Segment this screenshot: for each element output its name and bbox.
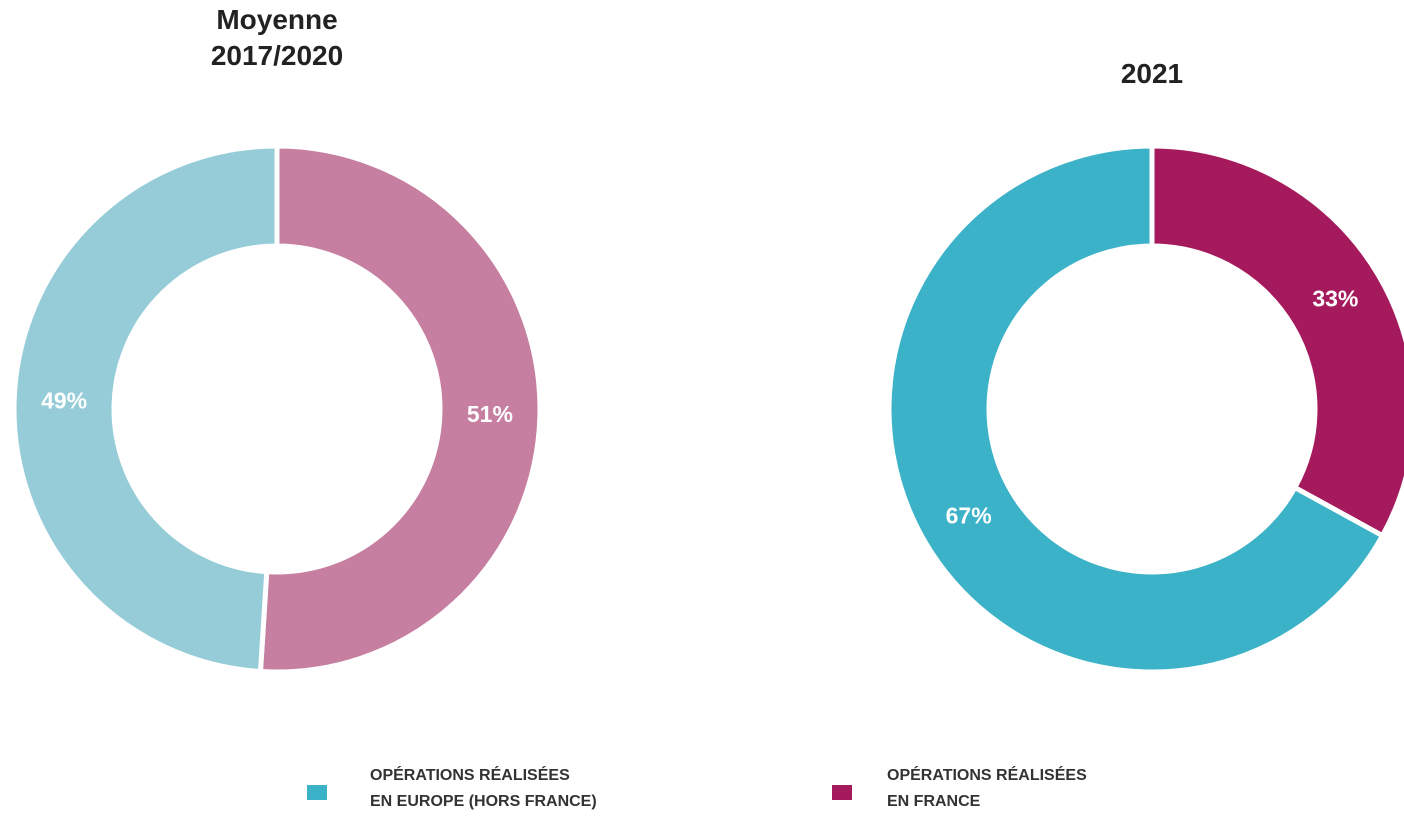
legend-swatch	[832, 785, 852, 800]
donut-slice	[11, 143, 280, 675]
donut-slice	[257, 143, 543, 675]
chart-title: Moyenne 2017/2020	[210, 4, 344, 71]
donut-slice	[886, 143, 1386, 675]
chart-title: 2021	[1120, 58, 1184, 89]
legend-swatch	[307, 785, 327, 800]
donut-slice	[1149, 143, 1404, 540]
data-label: 51%	[467, 401, 513, 427]
data-label: 49%	[41, 387, 87, 413]
legend-label: OPÉRATIONS RÉALISÉES EN EUROPE (HORS FRA…	[370, 767, 597, 810]
data-label: 67%	[946, 503, 992, 529]
legend-label: OPÉRATIONS RÉALISÉES EN FRANCE	[887, 767, 1087, 810]
data-label: 33%	[1312, 286, 1358, 312]
